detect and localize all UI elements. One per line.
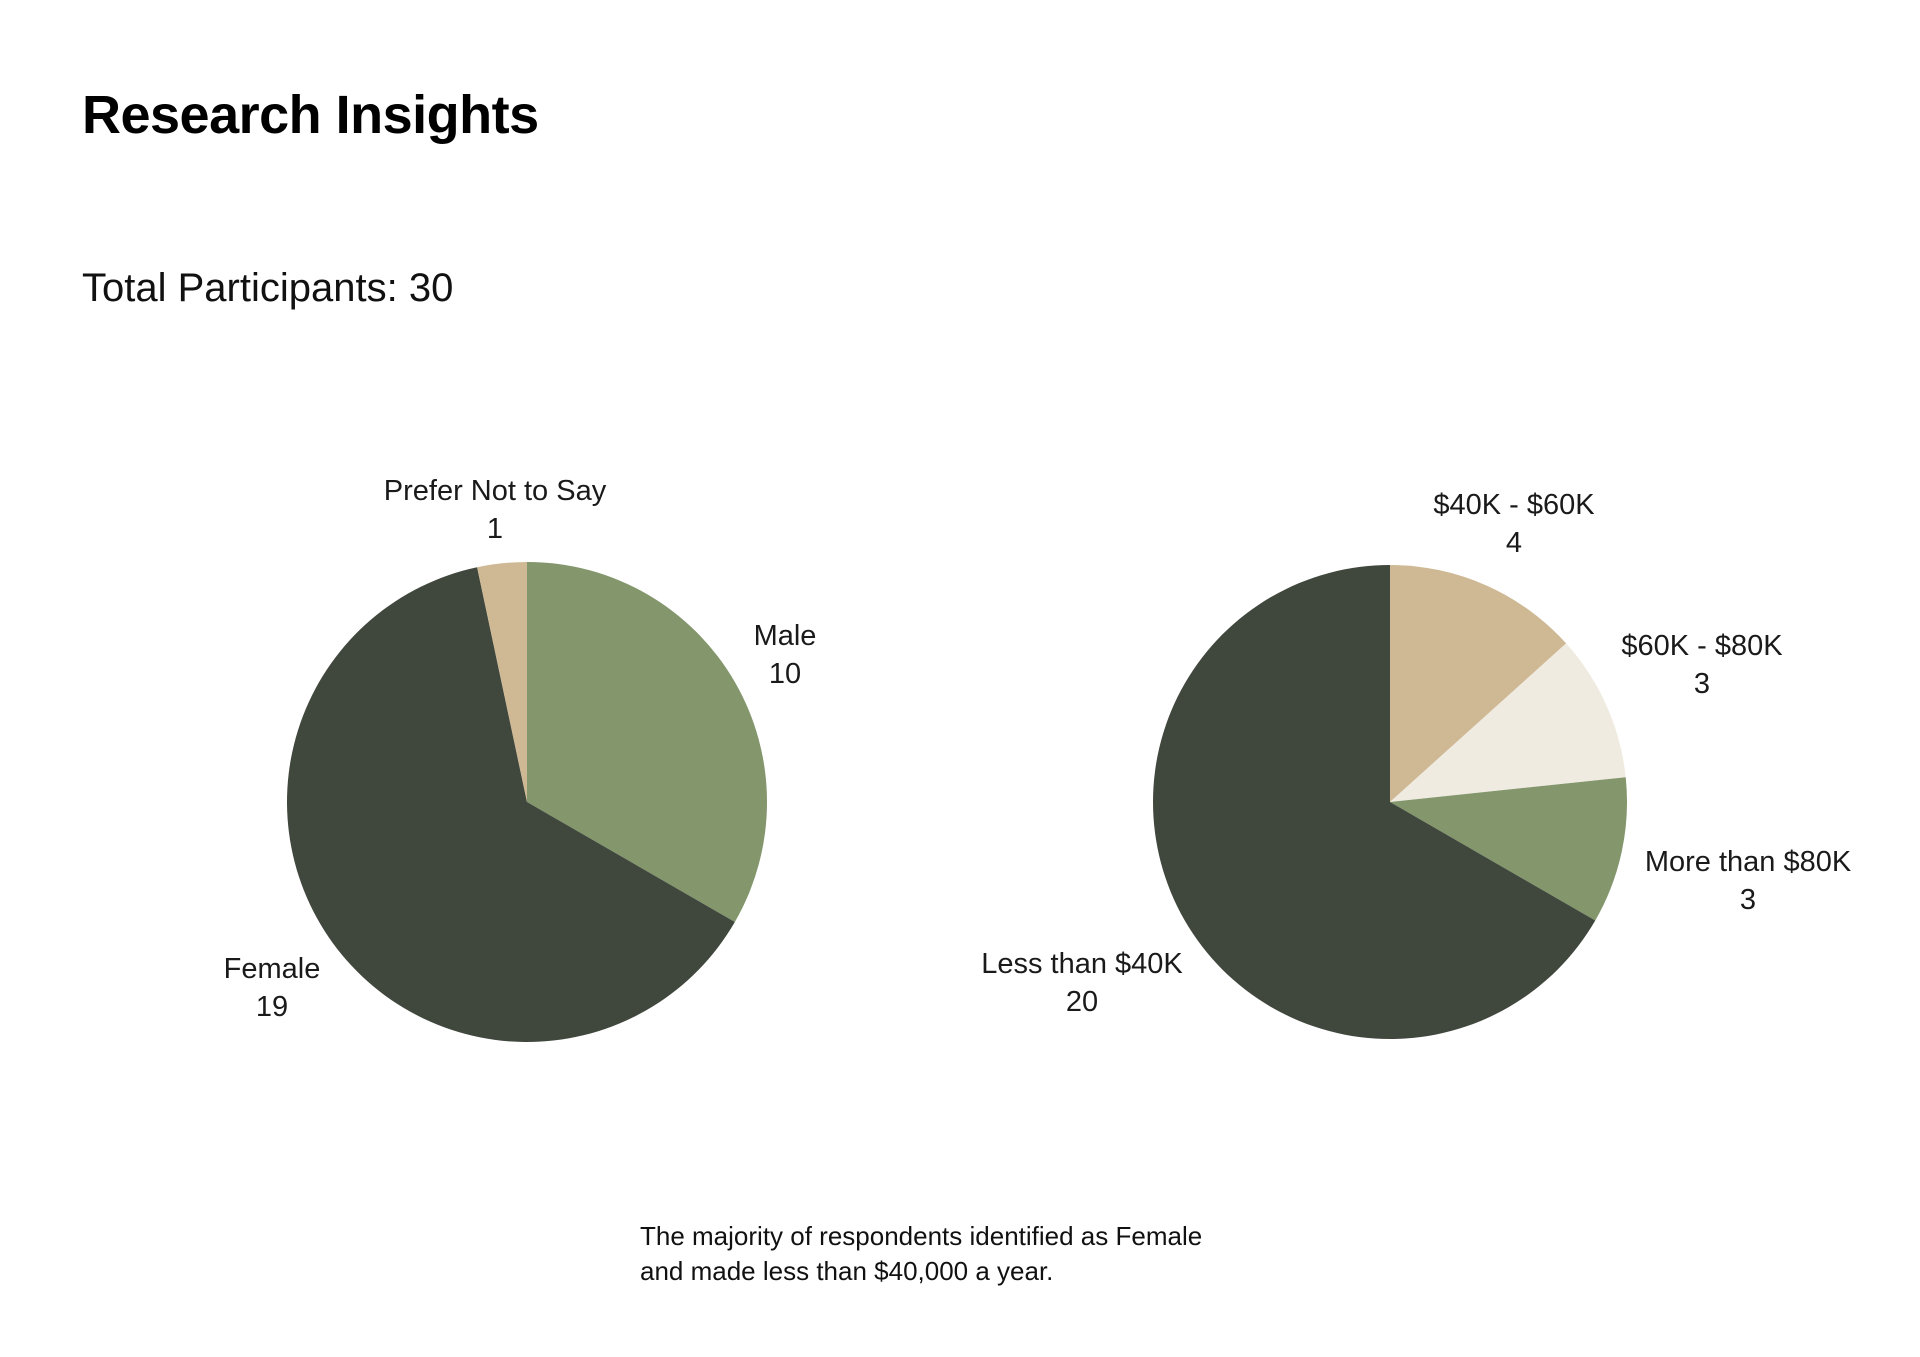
income-label-more-than-80k: More than $80K: [1645, 846, 1852, 878]
gender-slice-male: [527, 562, 768, 922]
income-value-more-than-80k: 3: [1740, 884, 1756, 916]
gender-slice-female: [287, 567, 735, 1042]
income-pie-chart: $40K - $60K 4 $60K - $80K 3 More than $80K 3 L…: [981, 489, 1852, 1039]
income-value-60k-80k: 3: [1694, 668, 1710, 700]
gender-label-prefer-not-to-say: Prefer Not to Say: [384, 475, 607, 507]
income-slice-40k-60k: [1390, 565, 1567, 802]
income-label-less-than-40k: Less than $40K: [981, 948, 1183, 980]
total-participants: Total Participants: 30: [82, 266, 454, 310]
income-value-40k-60k: 4: [1506, 527, 1522, 559]
page-title: Research Insights: [82, 85, 539, 145]
gender-pie-chart: Male 10 Female 19 Prefer Not to Say 1: [224, 475, 817, 1042]
gender-value-female: 19: [256, 991, 288, 1023]
income-label-60k-80k: $60K - $80K: [1621, 630, 1783, 662]
income-value-less-than-40k: 20: [1066, 986, 1098, 1018]
insight-caption: The majority of respondents identified a…: [640, 1219, 1340, 1289]
income-slice-less-than-40k: [1153, 565, 1596, 1039]
income-slice-60k-80k: [1390, 643, 1626, 802]
gender-label-male: Male: [754, 620, 817, 652]
income-label-40k-60k: $40K - $60K: [1433, 489, 1595, 521]
insight-caption-line-1: The majority of respondents identified a…: [640, 1221, 1203, 1251]
income-slice-more-than-80k: [1390, 777, 1627, 921]
gender-value-male: 10: [769, 658, 801, 690]
gender-label-female: Female: [224, 953, 321, 985]
gender-slice-prefer-not-to-say: [477, 562, 527, 802]
gender-value-prefer-not-to-say: 1: [487, 513, 503, 545]
insight-caption-line-2: and made less than $40,000 a year.: [640, 1256, 1054, 1286]
